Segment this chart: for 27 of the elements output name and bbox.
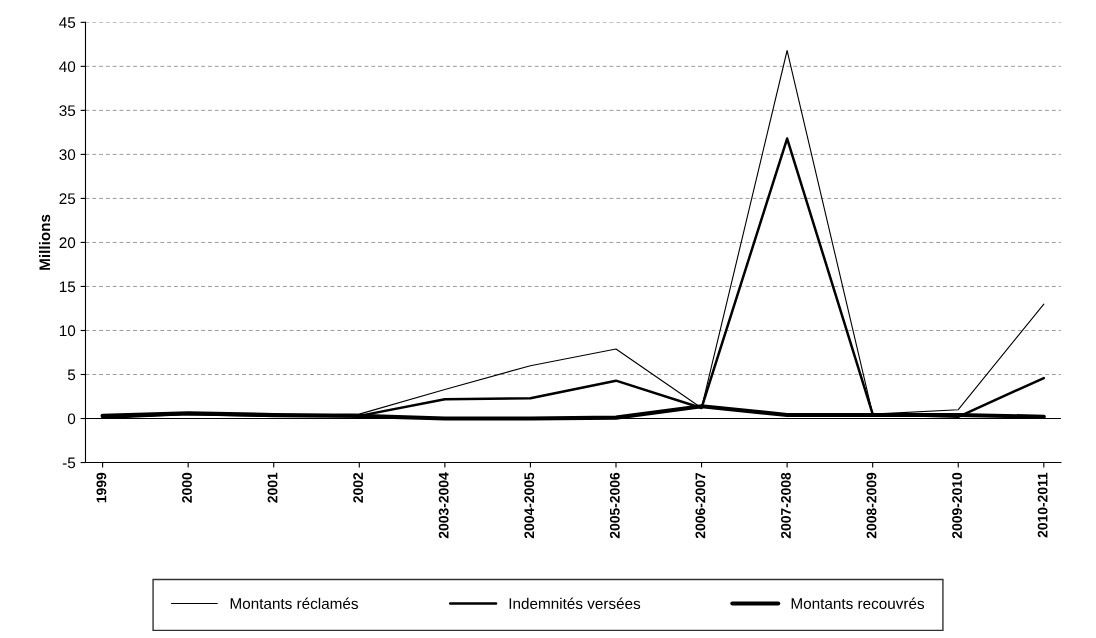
x-tick-label: 2006-2007 (695, 472, 706, 539)
x-tick-label: 2004-2005 (524, 472, 535, 539)
y-tick-label: 10 (59, 325, 76, 337)
x-tick-label: 1999 (96, 472, 107, 503)
y-tick-label: 30 (59, 149, 76, 161)
x-tick-label: 2003-2004 (438, 472, 449, 539)
y-tick-label: 45 (59, 17, 76, 29)
x-tick-label: 2010-2011 (1037, 472, 1048, 538)
legend-label: Indemnités versées (509, 597, 641, 610)
x-tick-label: 2001 (267, 472, 278, 503)
x-tick-label: 2005-2006 (609, 472, 620, 539)
y-tick-label: 0 (67, 413, 76, 425)
x-tick-label: 2008-2009 (866, 472, 877, 539)
x-tick-label: 2000 (182, 472, 192, 503)
y-tick-label: 35 (59, 105, 76, 117)
y-tick-label: -5 (62, 457, 76, 469)
x-tick-label: 2009-2010 (952, 472, 962, 539)
legend-label: Montants recouvrés (791, 597, 925, 610)
y-tick-label: 5 (67, 369, 76, 381)
y-tick-label: 15 (59, 281, 76, 293)
x-tick-label: 2007-2008 (781, 472, 791, 539)
y-axis-title: Millions (38, 214, 51, 270)
y-tick-label: 20 (59, 237, 76, 249)
x-tick-label: 2002 (353, 472, 364, 503)
y-tick-label: 40 (59, 61, 76, 73)
legend-label: Montants réclamés (230, 597, 358, 610)
y-tick-label: 25 (59, 193, 76, 205)
